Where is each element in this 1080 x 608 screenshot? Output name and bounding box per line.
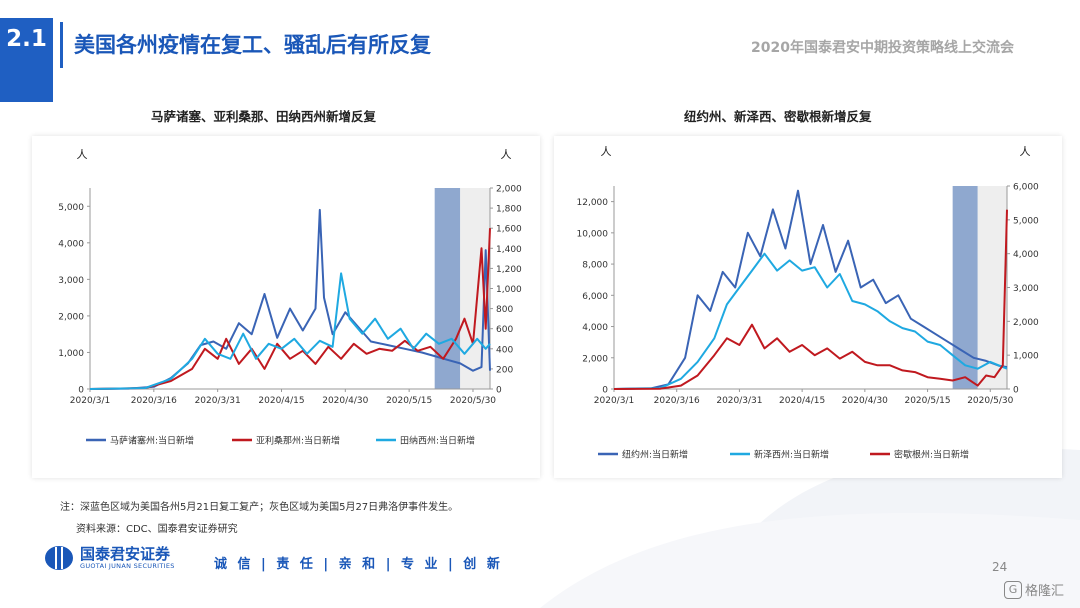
chart-2-y-tick-label-right: 0 — [1013, 386, 1019, 396]
chart-2-y-unit-right: 人 — [1020, 145, 1031, 158]
chart-2-x-tick-label: 2020/3/16 — [654, 396, 700, 406]
chart-2-x-tick-label: 2020/3/31 — [716, 396, 762, 406]
chart-2-series-line-1 — [613, 189, 1008, 390]
chart-1-y-tick-label-left: 4,000 — [58, 239, 84, 249]
page-number: 24 — [992, 560, 1008, 574]
chart-2-legend-label-1: 纽约州:当日新增 — [622, 449, 688, 461]
chart-2-y-tick-label-left: 0 — [602, 386, 608, 396]
chart-1-x-tick-label: 2020/3/16 — [131, 396, 177, 406]
chart-2-y-unit-left: 人 — [601, 145, 612, 158]
chart-2-reopen-shade — [952, 186, 978, 389]
chart-2-y-tick-label-right: 6,000 — [1013, 183, 1039, 193]
chart-2-y-tick-label-right: 4,000 — [1013, 250, 1039, 260]
chart-1-y-tick-label-left: 5,000 — [58, 203, 84, 213]
chart-1-x-tick-label: 2020/5/30 — [450, 396, 496, 406]
chart-1-y-tick-label-right: 2,000 — [496, 185, 522, 195]
chart-1-y-tick-label-right: 800 — [496, 305, 513, 315]
chart-2-legend-label-3: 密歇根州:当日新增 — [894, 449, 969, 461]
watermark-icon: G — [1004, 580, 1022, 599]
chart-1-series-line-1 — [89, 208, 491, 390]
page-title: 美国各州疫情在复工、骚乱后有所反复 — [74, 33, 431, 57]
chart-1-x-tick-label: 2020/5/15 — [386, 396, 432, 406]
chart-2-y-tick-label-left: 2,000 — [582, 354, 608, 364]
chart-2-y-tick-label-left: 12,000 — [577, 198, 609, 208]
source-note: 资料来源：CDC、国泰君安证券研究 — [76, 524, 238, 535]
chart-1-panel: 0 1,000 2,000 3,000 4,000 5,000 0 200 400 600 800 1… — [32, 136, 540, 478]
company-name-en: GUOTAI JUNAN SECURITIES — [80, 562, 175, 570]
chart-1-y-tick-label-left: 1,000 — [58, 349, 84, 359]
chart-2-x-tick-label: 2020/4/30 — [842, 396, 888, 406]
page-subtitle: 2020年国泰君安中期投资策略线上交流会 — [751, 40, 1014, 56]
watermark: G 格隆汇 — [1004, 580, 1064, 599]
chart-1-y-tick-label-left: 3,000 — [58, 276, 84, 286]
title-divider — [60, 22, 63, 68]
chart-2-legend-label-2: 新泽西州:当日新增 — [754, 449, 829, 461]
chart-1-y-tick-label-right: 0 — [496, 386, 502, 396]
chart-note: 注：深蓝色区域为美国各州5月21日复工复产；灰色区域为美国5月27日弗洛伊事件发… — [60, 502, 459, 513]
chart-1-y-tick-label-right: 1,800 — [496, 205, 522, 215]
watermark-text: 格隆汇 — [1025, 584, 1065, 599]
chart-1-y-tick-label-left: 0 — [78, 386, 84, 396]
chart-2-y-tick-label-right: 5,000 — [1013, 216, 1039, 226]
chart-2: 0 2,000 4,000 6,000 8,000 10,000 12,000 0 1,000 2… — [577, 145, 1040, 461]
chart-1-y-tick-label-left: 2,000 — [58, 312, 84, 322]
chart-2-x-tick-label: 2020/3/1 — [594, 396, 634, 406]
chart-1-y-tick-label-right: 1,400 — [496, 245, 522, 255]
chart-1-legend-label-2: 亚利桑那州:当日新增 — [256, 435, 340, 447]
chart-1-y-tick-label-right: 1,200 — [496, 265, 522, 275]
chart-1-y-tick-label-right: 400 — [496, 345, 513, 355]
section-number-badge: 2.1 — [0, 18, 53, 102]
chart-2-y-tick-label-left: 10,000 — [577, 229, 609, 239]
chart-1-legend-label-1: 马萨诸塞州:当日新增 — [110, 435, 194, 447]
chart-2-x-tick-label: 2020/5/30 — [967, 396, 1013, 406]
chart-2-y-tick-label-right: 1,000 — [1013, 352, 1039, 362]
chart-1-y-unit-left: 人 — [77, 148, 88, 161]
company-motto: 诚 信 | 责 任 | 亲 和 | 专 业 | 创 新 — [214, 557, 503, 572]
chart-1-series-line-3 — [89, 272, 491, 390]
company-name: 国泰君安证券 — [80, 545, 171, 563]
chart-2-y-tick-label-right: 2,000 — [1013, 318, 1039, 328]
chart-2-y-tick-label-left: 8,000 — [582, 261, 608, 271]
chart-2-y-tick-label-left: 4,000 — [582, 323, 608, 333]
chart-1-y-tick-label-right: 1,000 — [496, 285, 522, 295]
chart-2-title: 纽约州、新泽西、密歇根新增反复 — [684, 109, 872, 124]
chart-1-x-tick-label: 2020/4/30 — [322, 396, 368, 406]
chart-2-x-tick-label: 2020/4/15 — [779, 396, 825, 406]
chart-2-x-tick-label: 2020/5/15 — [904, 396, 950, 406]
chart-1-y-tick-label-right: 600 — [496, 325, 513, 335]
chart-1-y-tick-label-right: 200 — [496, 365, 513, 375]
chart-1-x-tick-label: 2020/4/15 — [258, 396, 304, 406]
chart-2-series-line-3 — [613, 209, 1008, 390]
chart-1-x-tick-label: 2020/3/1 — [70, 396, 110, 406]
chart-1-title: 马萨诸塞、亚利桑那、田纳西州新增反复 — [151, 109, 377, 124]
chart-1-legend-label-3: 田纳西州:当日新增 — [400, 435, 475, 447]
chart-1: 0 1,000 2,000 3,000 4,000 5,000 0 200 400 600 800 1… — [58, 148, 522, 447]
chart-1-protest-shade — [460, 188, 490, 389]
chart-1-series-line-2 — [89, 228, 491, 390]
company-logo: 国泰君安证券 GUOTAI JUNAN SECURITIES — [44, 545, 175, 571]
chart-1-x-tick-label: 2020/3/31 — [195, 396, 241, 406]
chart-1-y-unit-right: 人 — [501, 148, 512, 161]
chart-1-y-tick-label-right: 1,600 — [496, 225, 522, 235]
company-logo-icon — [45, 546, 73, 570]
chart-2-panel: 0 2,000 4,000 6,000 8,000 10,000 12,000 0 1,000 2… — [554, 136, 1062, 478]
chart-2-series-line-2 — [613, 252, 1008, 390]
chart-2-y-tick-label-right: 3,000 — [1013, 284, 1039, 294]
chart-2-y-tick-label-left: 6,000 — [582, 292, 608, 302]
